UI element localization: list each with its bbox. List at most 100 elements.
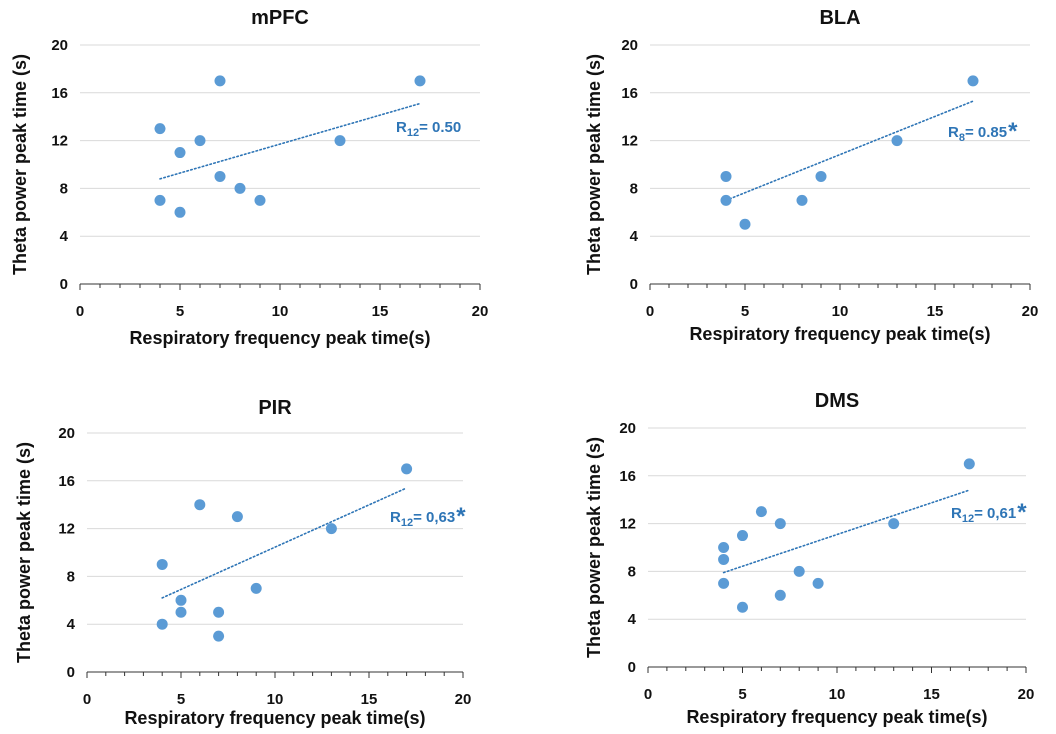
- correlation-label-value: = 0,63: [413, 509, 455, 526]
- data-point: [718, 542, 730, 553]
- chart-svg-bla: 0 4 8 12 16 20 0 5 10 15 20 BLA Respiratory frequenc…: [584, 7, 1039, 344]
- correlation-label-subscript: 8: [959, 132, 965, 144]
- x-tick-label: 15: [923, 686, 940, 703]
- data-point: [739, 218, 751, 230]
- trendline: [725, 100, 974, 202]
- data-point: [174, 147, 186, 159]
- y-tick-label: 4: [67, 616, 76, 633]
- x-tick-label: 10: [272, 303, 289, 320]
- data-point: [213, 606, 225, 618]
- chart-title: PIR: [258, 397, 292, 419]
- data-point: [334, 135, 346, 147]
- y-tick-label: 4: [628, 611, 637, 628]
- data-point: [812, 577, 824, 589]
- correlation-label-value: = 0,61: [974, 505, 1016, 522]
- chart-svg-mpfc: 0 4 8 12 16 20 0 5 10 15 20 mPFC Respiratory frequen…: [10, 7, 488, 348]
- x-tick-label: 0: [76, 303, 84, 320]
- data-point: [888, 518, 900, 530]
- data-point: [401, 463, 413, 475]
- x-tick-label: 5: [177, 691, 185, 708]
- correlation-label-prefix: R: [396, 119, 407, 136]
- x-axis-title: Respiratory frequency peak time(s): [129, 328, 430, 348]
- y-tick-label: 0: [60, 276, 68, 293]
- x-tick-label: 10: [829, 686, 846, 703]
- x-tick-label: 15: [927, 303, 944, 320]
- x-tick-label: 0: [646, 303, 654, 320]
- data-point: [154, 194, 166, 206]
- data-point: [737, 601, 748, 613]
- y-tick-label: 8: [630, 180, 638, 197]
- x-tick-label: 5: [738, 686, 746, 703]
- x-tick-label: 0: [644, 686, 652, 703]
- x-tick-label: 20: [1018, 686, 1035, 703]
- data-point: [414, 75, 426, 87]
- y-tick-label: 20: [51, 37, 68, 54]
- y-tick-label: 0: [67, 664, 75, 681]
- data-point: [214, 75, 226, 87]
- data-point: [963, 458, 975, 470]
- data-point: [154, 123, 166, 135]
- data-point: [174, 206, 186, 218]
- data-point: [250, 582, 262, 594]
- y-tick-label: 12: [58, 521, 75, 538]
- data-point: [325, 523, 337, 535]
- y-tick-label: 20: [58, 425, 75, 442]
- trendline: [159, 102, 421, 180]
- data-point: [891, 135, 903, 147]
- data-point: [774, 589, 786, 601]
- correlation-label-subscript: 12: [962, 513, 974, 525]
- correlation-label-prefix: R: [948, 124, 959, 141]
- y-tick-label: 0: [630, 276, 638, 293]
- x-tick-label: 20: [1022, 303, 1039, 320]
- chart-panel-mpfc: 0 4 8 12 16 20 0 5 10 15 20 mPFC Respiratory frequen…: [0, 0, 528, 367]
- data-point: [175, 594, 187, 606]
- y-tick-label: 20: [619, 420, 636, 437]
- data-point: [194, 135, 206, 147]
- data-point: [231, 511, 243, 523]
- x-axis-title: Respiratory frequency peak time(s): [689, 324, 990, 344]
- y-tick-label: 4: [630, 228, 639, 245]
- y-tick-label: 12: [621, 133, 638, 150]
- data-point: [720, 194, 732, 206]
- y-axis-title: Theta power peak time (s): [14, 442, 34, 663]
- data-point: [194, 499, 206, 511]
- y-tick-label: 8: [60, 180, 68, 197]
- x-tick-label: 15: [361, 691, 378, 708]
- y-tick-label: 12: [619, 516, 636, 533]
- x-tick-label: 0: [83, 691, 91, 708]
- data-point: [718, 553, 730, 565]
- x-tick-label: 15: [372, 303, 389, 320]
- data-point: [214, 170, 226, 182]
- significance-star: *: [1008, 118, 1018, 145]
- chart-panel-dms: 0 4 8 12 16 20 0 5 10 15 20 DMS Respiratory frequenc…: [528, 367, 1056, 734]
- correlation-label-value: = 0.85: [965, 124, 1007, 141]
- data-point: [793, 565, 805, 577]
- y-tick-label: 16: [621, 85, 638, 102]
- x-tick-label: 5: [741, 303, 749, 320]
- y-axis-title: Theta power peak time (s): [584, 437, 604, 658]
- x-axis-title: Respiratory frequency peak time(s): [686, 707, 987, 727]
- x-tick-label: 10: [832, 303, 849, 320]
- data-point: [796, 194, 808, 206]
- correlation-label-prefix: R: [390, 509, 401, 526]
- data-point: [815, 170, 827, 182]
- chart-title: DMS: [815, 390, 859, 412]
- y-tick-label: 20: [621, 37, 638, 54]
- significance-star: *: [1017, 499, 1027, 526]
- trendline: [722, 489, 971, 574]
- y-tick-label: 4: [60, 228, 69, 245]
- x-tick-label: 20: [455, 691, 472, 708]
- data-point: [234, 182, 246, 194]
- data-point: [254, 194, 266, 206]
- data-point: [737, 530, 748, 542]
- data-point: [774, 518, 786, 530]
- y-tick-label: 12: [51, 133, 68, 150]
- trendline: [161, 487, 408, 599]
- correlation-label-prefix: R: [951, 505, 962, 522]
- y-tick-label: 8: [628, 563, 636, 580]
- chart-panel-pir: 0 4 8 12 16 20 0 5 10 15 20 PIR Respiratory frequenc…: [0, 367, 528, 734]
- correlation-label-subscript: 12: [401, 517, 413, 529]
- y-tick-label: 16: [51, 85, 68, 102]
- chart-title: BLA: [819, 7, 860, 29]
- chart-title: mPFC: [251, 7, 309, 29]
